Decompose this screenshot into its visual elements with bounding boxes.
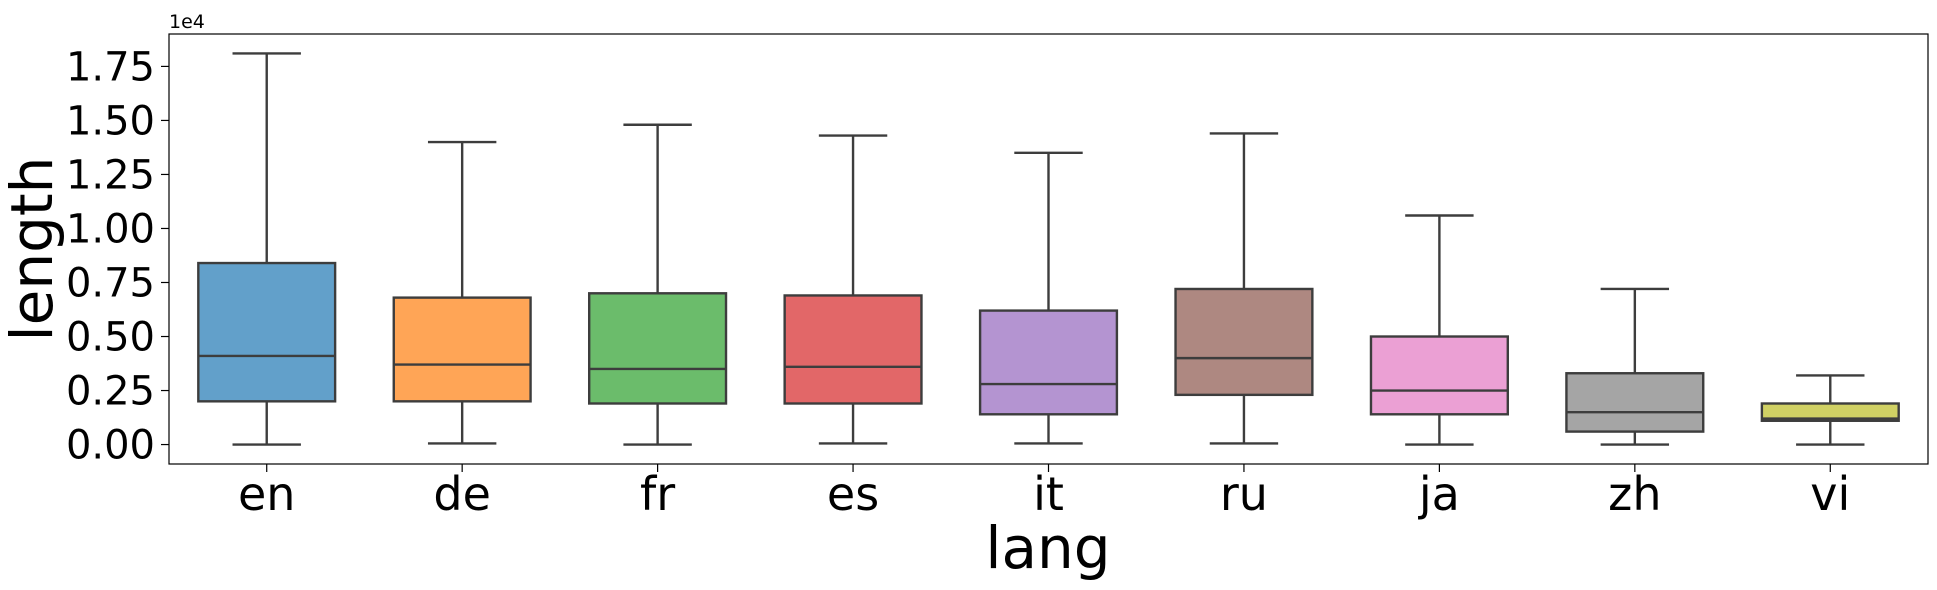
y-tick-label: 0.50 — [66, 315, 155, 361]
x-tick-label: zh — [1608, 467, 1661, 521]
x-tick-label: en — [238, 467, 295, 521]
box-ja — [1369, 214, 1509, 446]
box-vi — [1760, 374, 1900, 446]
x-tick-label: ru — [1220, 467, 1268, 521]
box-it — [978, 151, 1119, 445]
x-tick-label: de — [433, 467, 491, 521]
y-tick-label: 0.75 — [66, 260, 155, 306]
y-tick-label: 1.25 — [66, 152, 155, 198]
y-tick-label: 1.00 — [66, 206, 155, 252]
box-body — [197, 261, 337, 403]
x-tick-label: it — [1033, 467, 1064, 521]
box-body — [1565, 372, 1705, 433]
box-es — [783, 134, 923, 445]
x-tick-label: es — [827, 467, 879, 521]
y-tick-label: 0.00 — [66, 423, 155, 469]
y-axis-label: length — [0, 157, 66, 342]
x-axis-label: lang — [985, 514, 1110, 582]
x-tick-label: ja — [1418, 467, 1460, 521]
box-body — [1369, 335, 1509, 416]
x-tick-label: fr — [640, 467, 675, 521]
box-fr — [588, 123, 728, 446]
box-body — [588, 292, 728, 405]
box-de — [392, 140, 532, 445]
x-tick-label: vi — [1810, 467, 1850, 521]
box-zh — [1565, 287, 1705, 446]
box-body — [1174, 287, 1314, 397]
box-body — [783, 294, 923, 405]
y-tick-label: 0.25 — [66, 369, 155, 415]
y-tick-label: 1.50 — [66, 98, 155, 144]
box-body — [1760, 402, 1900, 422]
box-en — [197, 52, 337, 446]
box-body — [978, 309, 1119, 416]
box-ru — [1174, 132, 1314, 445]
y-tick-label: 1.75 — [66, 44, 155, 90]
plot-frame — [168, 33, 1929, 465]
y-axis-offset-text: 1e4 — [169, 11, 205, 33]
box-body — [392, 296, 532, 403]
